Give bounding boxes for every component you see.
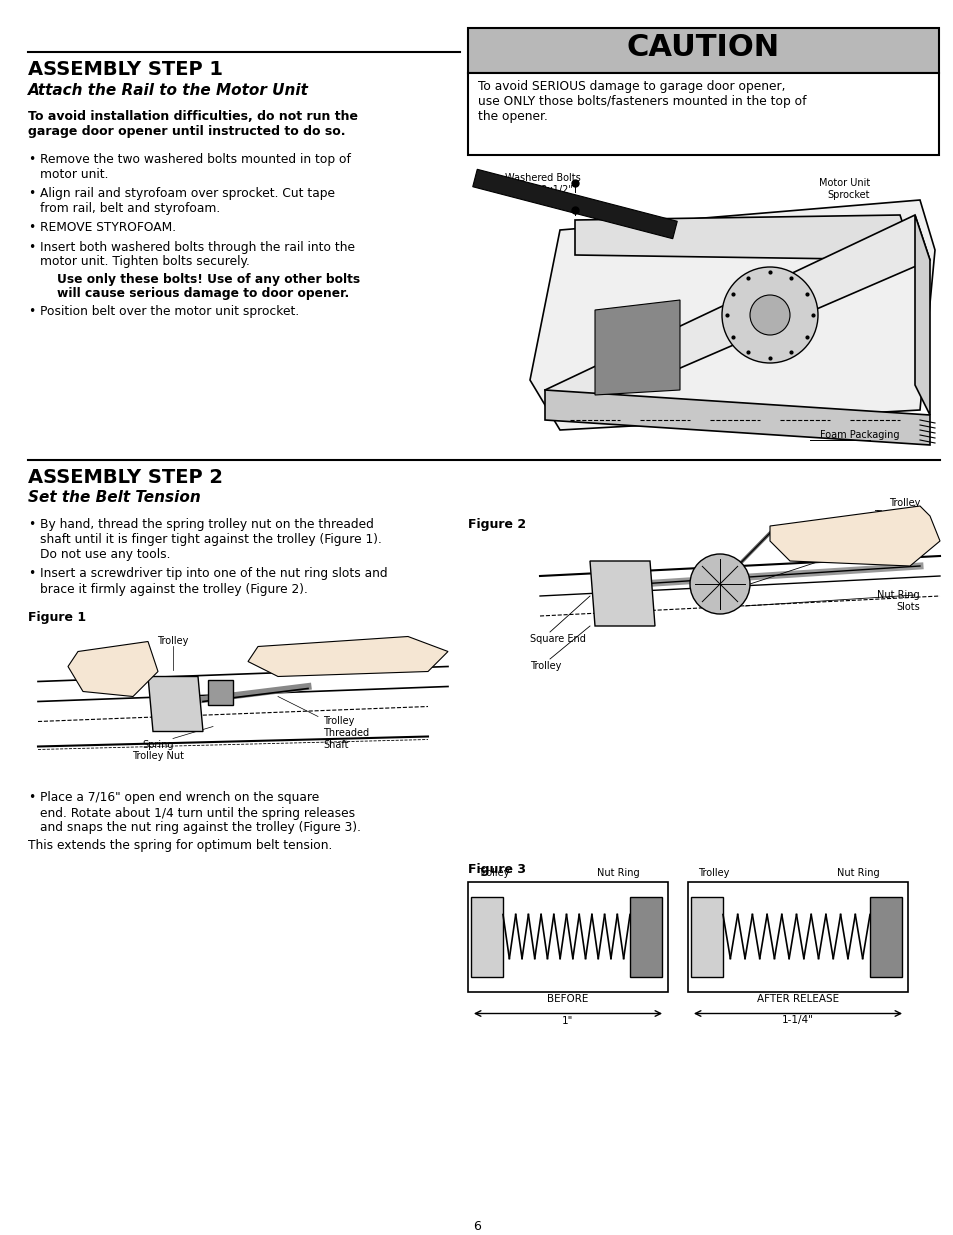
Text: •: • [28,517,35,531]
FancyBboxPatch shape [471,897,502,977]
Text: Trolley
Threaded
Shaft: Trolley Threaded Shaft [873,498,919,531]
FancyBboxPatch shape [468,73,938,156]
FancyBboxPatch shape [687,882,907,992]
Text: Motor Unit
Sprocket: Motor Unit Sprocket [818,178,869,200]
Text: To avoid installation difficulties, do not run the
garage door opener until inst: To avoid installation difficulties, do n… [28,110,357,138]
Text: •: • [28,792,35,804]
Text: REMOVE STYROFOAM.: REMOVE STYROFOAM. [40,221,176,233]
Text: Nut Ring
Slots: Nut Ring Slots [877,590,919,611]
Text: Align rail and styrofoam over sprocket. Cut tape
from rail, belt and styrofoam.: Align rail and styrofoam over sprocket. … [40,186,335,215]
Text: •: • [28,241,35,253]
Text: BEFORE: BEFORE [547,994,588,1004]
Text: Foam Packaging: Foam Packaging [820,430,899,440]
FancyBboxPatch shape [869,897,901,977]
Text: CAUTION: CAUTION [626,33,780,62]
Text: Insert both washered bolts through the rail into the
motor unit. Tighten bolts s: Insert both washered bolts through the r… [40,241,355,268]
Polygon shape [914,215,929,415]
Polygon shape [544,390,929,445]
Text: To avoid SERIOUS damage to garage door opener,
use ONLY those bolts/fasteners mo: To avoid SERIOUS damage to garage door o… [477,80,805,124]
Text: Trolley
Threaded
Shaft: Trolley Threaded Shaft [323,716,369,750]
Text: Trolley: Trolley [530,661,560,671]
FancyBboxPatch shape [690,897,722,977]
Text: •: • [28,153,35,165]
Text: 6: 6 [473,1220,480,1233]
Text: •: • [28,186,35,200]
Polygon shape [530,200,934,430]
Text: This extends the spring for optimum belt tension.: This extends the spring for optimum belt… [28,839,332,852]
Text: Position belt over the motor unit sprocket.: Position belt over the motor unit sprock… [40,305,299,317]
Text: Insert a screwdriver tip into one of the nut ring slots and
brace it firmly agai: Insert a screwdriver tip into one of the… [40,568,387,595]
Polygon shape [473,169,677,238]
Text: Set the Belt Tension: Set the Belt Tension [28,490,200,505]
Text: Figure 2: Figure 2 [468,517,525,531]
Text: Nut
Ring: Nut Ring [897,525,919,547]
Polygon shape [248,636,448,677]
Circle shape [749,295,789,335]
FancyBboxPatch shape [468,882,667,992]
Circle shape [689,555,749,614]
Text: Trolley: Trolley [157,636,189,646]
Text: •: • [28,221,35,233]
Text: Figure 1: Figure 1 [28,610,86,624]
Polygon shape [589,561,655,626]
Text: Use only these bolts! Use of any other bolts
    will cause serious damage to do: Use only these bolts! Use of any other b… [40,273,359,300]
Polygon shape [769,506,939,566]
Text: 1": 1" [561,1015,573,1025]
Text: Place a 7/16" open end wrench on the square
end. Rotate about 1/4 turn until the: Place a 7/16" open end wrench on the squ… [40,792,360,835]
Text: Trolley: Trolley [477,867,509,878]
Text: Remove the two washered bolts mounted in top of
motor unit.: Remove the two washered bolts mounted in… [40,153,351,182]
Text: Nut Ring: Nut Ring [836,867,879,878]
FancyBboxPatch shape [468,28,938,73]
Text: Spring
Trolley Nut: Spring Trolley Nut [132,740,184,761]
FancyBboxPatch shape [28,631,457,779]
Text: ASSEMBLY STEP 2: ASSEMBLY STEP 2 [28,468,223,487]
Text: Trolley: Trolley [698,867,729,878]
Polygon shape [544,215,929,420]
Polygon shape [148,677,203,731]
Text: 1-1/4": 1-1/4" [781,1015,813,1025]
Polygon shape [68,641,158,697]
Text: Attach the Rail to the Motor Unit: Attach the Rail to the Motor Unit [28,83,309,98]
Text: Washered Bolts
5/16"-18x1/2": Washered Bolts 5/16"-18x1/2" [504,173,580,195]
Text: •: • [28,568,35,580]
Polygon shape [575,215,914,261]
Polygon shape [208,679,233,704]
Text: AFTER RELEASE: AFTER RELEASE [756,994,839,1004]
Text: Nut Ring: Nut Ring [596,867,639,878]
Text: Figure 3: Figure 3 [468,863,525,877]
FancyBboxPatch shape [629,897,661,977]
Text: By hand, thread the spring trolley nut on the threaded
shaft until it is finger : By hand, thread the spring trolley nut o… [40,517,381,561]
Circle shape [721,267,817,363]
Text: Square End: Square End [530,634,585,643]
Text: •: • [28,305,35,317]
Text: ASSEMBLY STEP 1: ASSEMBLY STEP 1 [28,61,223,79]
Polygon shape [595,300,679,395]
